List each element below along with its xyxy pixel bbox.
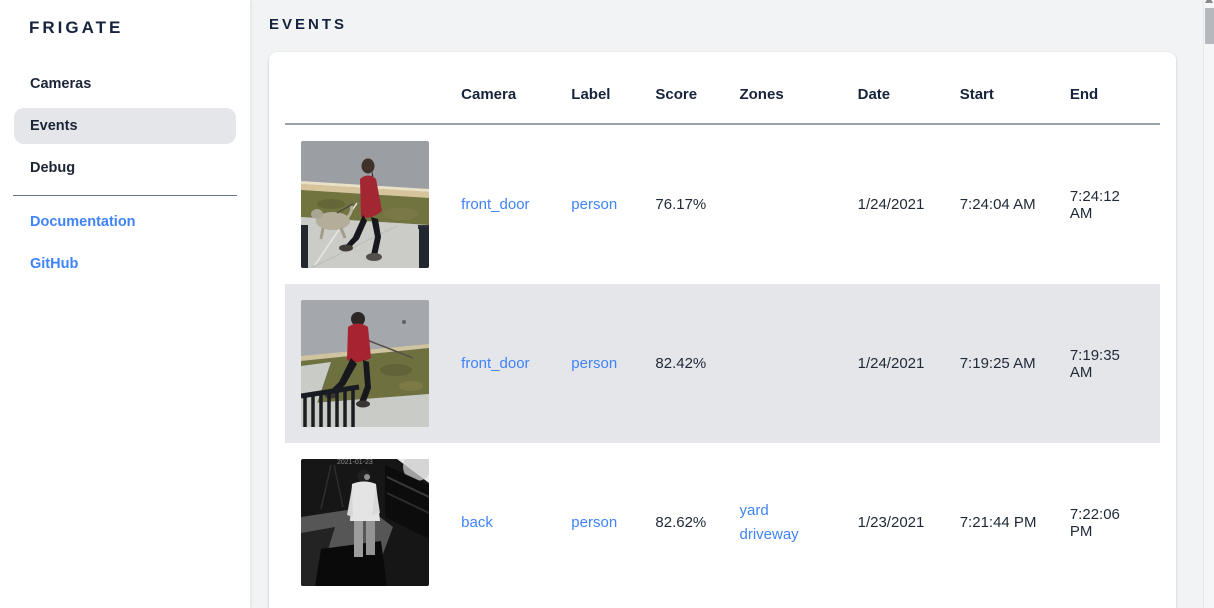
column-header-end: End [1053, 52, 1160, 125]
scrollbar-thumb[interactable] [1205, 8, 1214, 44]
score-value: 82.62% [655, 514, 707, 531]
column-header-camera: Camera [445, 52, 556, 125]
date-value: 1/23/2021 [857, 514, 925, 531]
label-link[interactable]: person [571, 514, 618, 531]
column-header-score: Score [639, 52, 724, 125]
sidebar-item-cameras[interactable]: Cameras [30, 76, 92, 92]
vertical-scrollbar[interactable] [1203, 0, 1214, 608]
thumbnail-timestamp: 2021-01-23 [337, 459, 373, 466]
sidebar-link-github[interactable]: GitHub [30, 256, 79, 272]
events-table: Camera Label Score Zones Date Start End [285, 52, 1160, 602]
events-card: Camera Label Score Zones Date Start End [269, 52, 1176, 608]
table-row[interactable]: front_door person 76.17% 1/24/2021 7:24:… [285, 124, 1160, 284]
zones-cell [723, 284, 841, 443]
column-header-date: Date [841, 52, 944, 125]
table-row[interactable]: front_door person 82.42% 1/24/2021 7:19:… [285, 284, 1160, 443]
column-header-zones: Zones [723, 52, 842, 125]
event-thumbnail[interactable]: 2021-01-23 [301, 459, 429, 586]
app-logo: FRIGATE [29, 18, 124, 37]
label-link[interactable]: person [571, 355, 618, 372]
zones-cell [723, 124, 841, 284]
events-table-body: front_door person 76.17% 1/24/2021 7:24:… [285, 124, 1160, 602]
camera-link[interactable]: front_door [461, 196, 530, 213]
camera-link[interactable]: front_door [461, 355, 530, 372]
main-content: EVENTS Camera Label Score Zones Date Sta… [250, 0, 1214, 608]
zone-link[interactable]: yard [739, 501, 769, 519]
start-value: 7:24:04 AM [959, 196, 1036, 213]
label-link[interactable]: person [571, 196, 618, 213]
end-value: 7:19:35 AM [1069, 346, 1120, 381]
camera-link[interactable]: back [461, 514, 493, 531]
sidebar: FRIGATE Cameras Events Debug Documentati… [0, 0, 250, 608]
zones-cell: yard driveway [723, 443, 841, 602]
sidebar-nav: Cameras Events Debug Documentation GitHu… [0, 66, 250, 282]
table-header-row: Camera Label Score Zones Date Start End [285, 52, 1160, 125]
score-value: 82.42% [655, 355, 707, 372]
end-value: 7:22:06 PM [1069, 505, 1120, 540]
start-value: 7:19:25 AM [959, 355, 1036, 372]
date-value: 1/24/2021 [857, 196, 925, 213]
zone-link[interactable]: driveway [739, 525, 799, 543]
column-header-label: Label [555, 52, 640, 125]
date-value: 1/24/2021 [857, 355, 925, 372]
sidebar-divider [13, 195, 237, 196]
score-value: 76.17% [655, 196, 707, 213]
event-thumbnail[interactable] [301, 141, 429, 268]
event-thumbnail[interactable] [301, 300, 429, 427]
end-value: 7:24:12 AM [1069, 187, 1120, 222]
scrollbar-up-arrow-icon[interactable] [1205, 0, 1213, 3]
sidebar-item-debug[interactable]: Debug [30, 160, 76, 176]
sidebar-link-documentation[interactable]: Documentation [30, 214, 136, 230]
table-row[interactable]: 2021-01-23 back person 82.62% yard drive… [285, 443, 1160, 602]
column-header-thumbnail [285, 52, 446, 125]
page-title: EVENTS [269, 16, 348, 33]
sidebar-item-events[interactable]: Events [14, 108, 236, 144]
start-value: 7:21:44 PM [959, 514, 1037, 531]
column-header-start: Start [943, 52, 1054, 125]
